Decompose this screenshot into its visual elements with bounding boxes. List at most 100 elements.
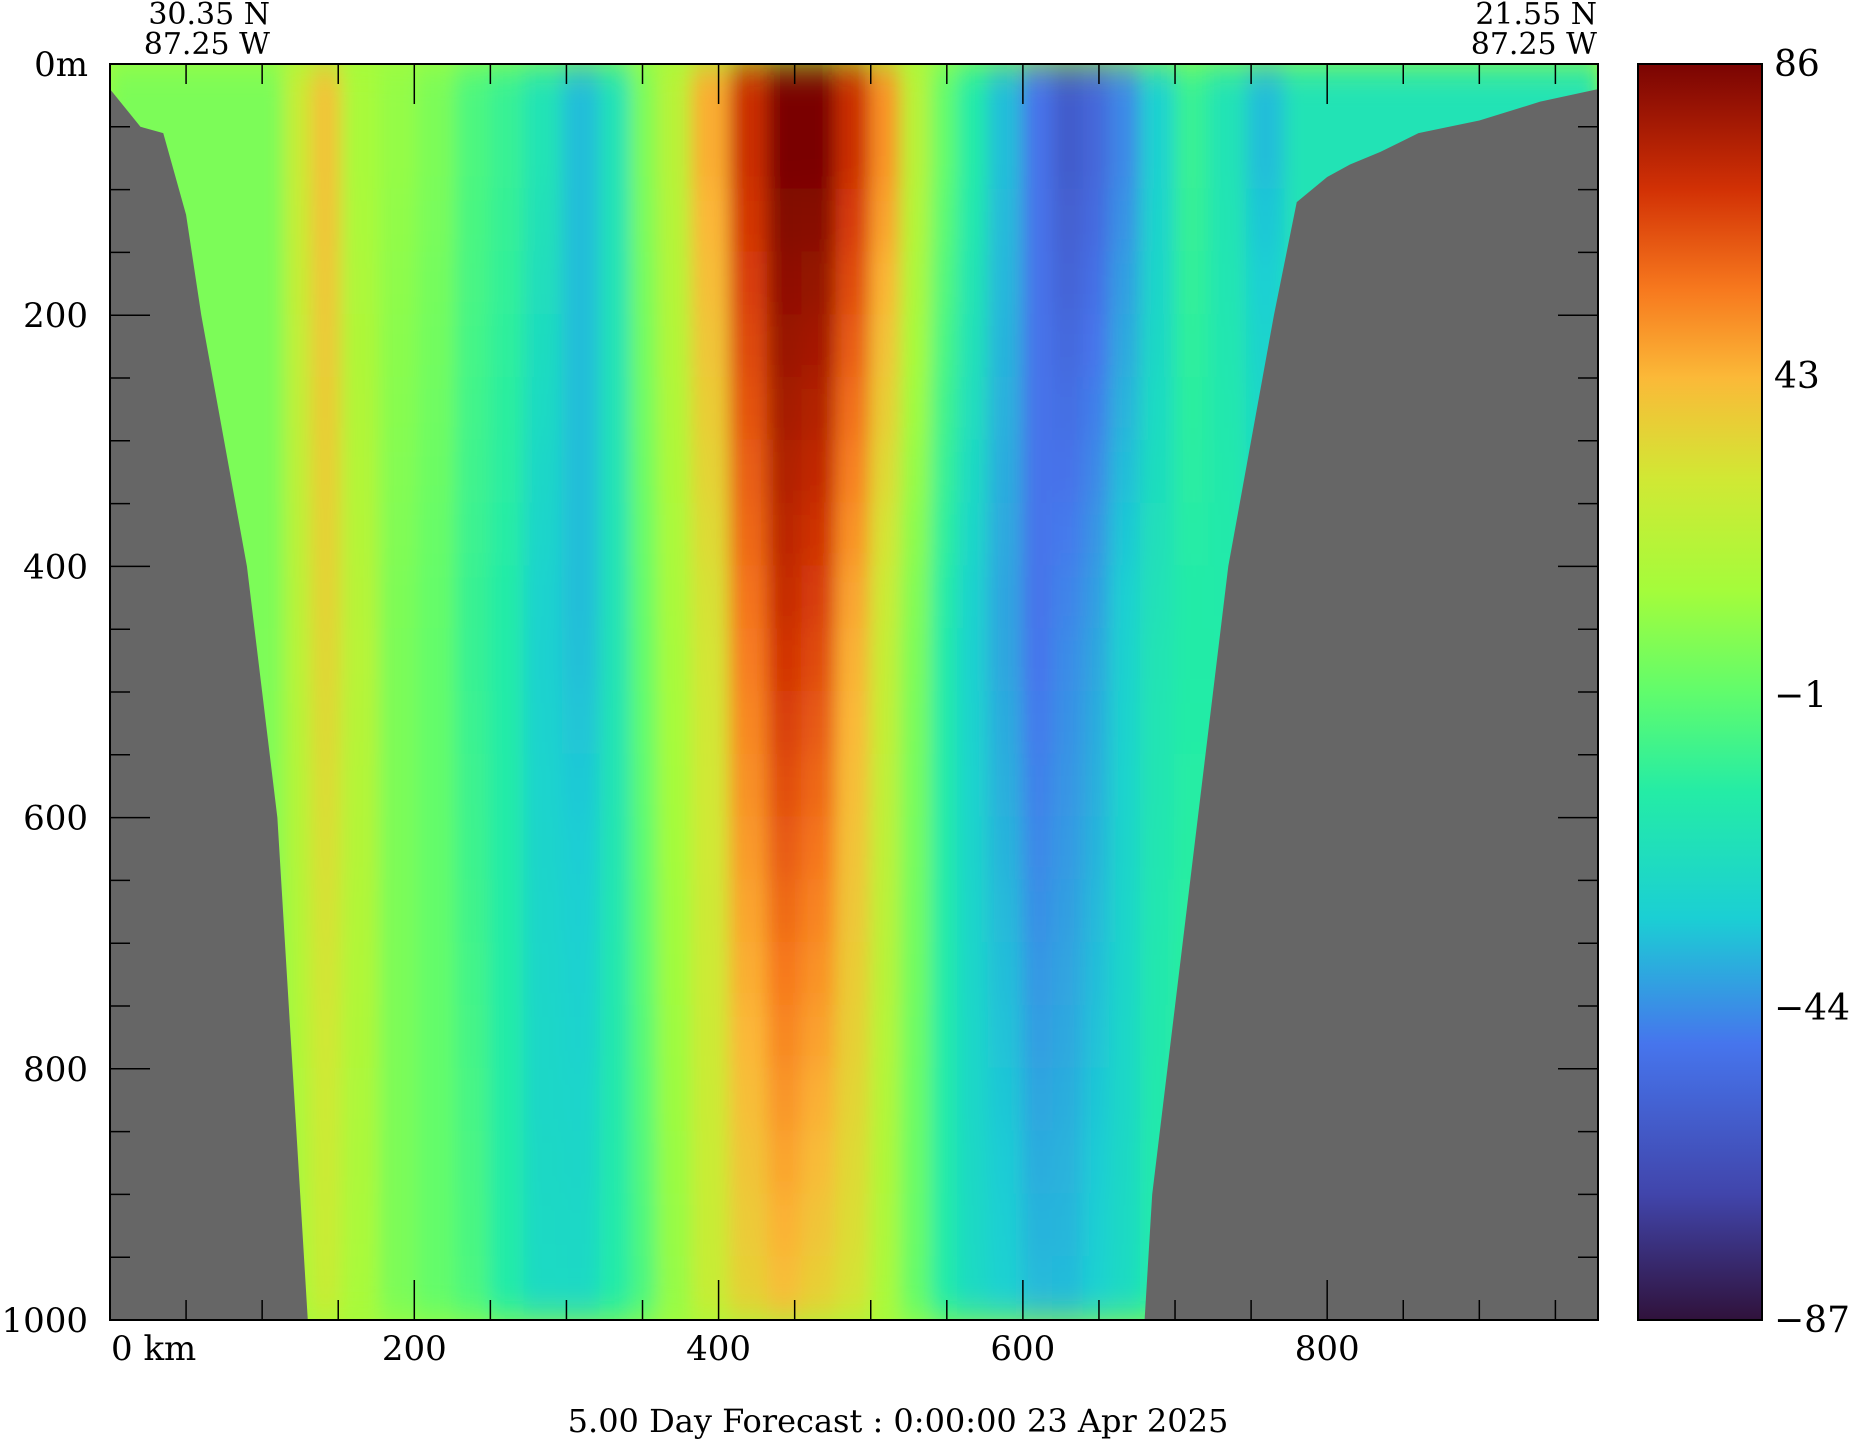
field-cell <box>729 691 770 756</box>
field-cell <box>835 1193 872 1259</box>
field-cell <box>767 942 804 1007</box>
field-cell <box>1052 942 1085 1007</box>
field-cell <box>417 753 458 819</box>
field-cell <box>1052 816 1085 882</box>
field-cell <box>1139 628 1177 693</box>
field-cell <box>630 251 659 317</box>
field-cell <box>489 753 526 819</box>
field-cell <box>455 879 492 945</box>
field-cell <box>987 1130 1024 1196</box>
bathymetry-right <box>1144 89 1598 1320</box>
field-cell <box>489 377 526 442</box>
field-cell <box>1052 1005 1085 1070</box>
field-cell <box>489 188 526 254</box>
field-cell <box>310 879 344 945</box>
field-cell <box>1139 879 1177 945</box>
field-cell <box>417 64 458 128</box>
field-cell <box>523 1067 564 1133</box>
field-cell <box>835 879 872 945</box>
field-cell <box>341 502 382 568</box>
field-cell <box>341 314 382 379</box>
field-cell <box>767 64 804 128</box>
field-cell <box>656 816 693 882</box>
field-cell <box>690 565 731 631</box>
field-cell <box>656 628 693 693</box>
field-cell <box>767 691 804 756</box>
field-cell <box>987 1005 1024 1070</box>
field-cell <box>690 1193 731 1259</box>
field-cell <box>523 565 564 631</box>
field-cell <box>656 753 693 819</box>
field-cell <box>599 1256 633 1320</box>
field-cell <box>1208 125 1249 191</box>
field-cell <box>900 251 933 317</box>
field-cell <box>523 879 564 945</box>
field-cell <box>656 1193 693 1259</box>
field-cell <box>987 565 1024 631</box>
field-cell <box>801 188 838 254</box>
field-cell <box>930 942 960 1007</box>
field-cell <box>1109 125 1142 191</box>
field-cell <box>835 64 872 128</box>
field-cell <box>1109 628 1142 693</box>
field-cell <box>1208 314 1249 379</box>
field-cell <box>729 753 770 819</box>
field-cell <box>630 1130 659 1196</box>
field-cell <box>729 1005 770 1070</box>
field-cell <box>1109 314 1142 379</box>
field-cell <box>310 377 344 442</box>
axis-ticks <box>109 63 1598 1321</box>
field-cell <box>1052 377 1085 442</box>
field-cell <box>1052 565 1085 631</box>
field-cell <box>801 1005 838 1070</box>
field-cell <box>957 879 990 945</box>
field-cell <box>561 439 602 505</box>
field-cell <box>341 125 382 191</box>
field-cell <box>987 377 1024 442</box>
field-cell <box>1082 377 1112 442</box>
field-cell <box>801 1130 838 1196</box>
field-cell <box>729 314 770 379</box>
field-cell <box>599 125 633 191</box>
field-cell <box>690 314 731 379</box>
field-cell <box>455 251 492 317</box>
field-cell <box>869 816 903 882</box>
field-cell <box>379 1130 420 1196</box>
field-cell <box>767 502 804 568</box>
field-cell <box>930 251 960 317</box>
field-cell <box>599 628 633 693</box>
field-cell <box>987 628 1024 693</box>
field-cell <box>767 565 804 631</box>
field-cell <box>523 1256 564 1320</box>
field-cell <box>1021 1256 1055 1320</box>
field-cell <box>489 816 526 882</box>
field-cell <box>1082 251 1112 317</box>
field-cell <box>341 565 382 631</box>
field-cell <box>599 314 633 379</box>
field-cell <box>341 691 382 756</box>
field-cell <box>1246 188 1287 254</box>
field-cell <box>690 439 731 505</box>
field-cell <box>455 439 492 505</box>
field-cell <box>417 816 458 882</box>
field-cell <box>630 942 659 1007</box>
field-cell <box>801 753 838 819</box>
field-cell <box>1021 1005 1055 1070</box>
field-cell <box>523 377 564 442</box>
x-tick-label: 200 <box>382 1329 447 1369</box>
field-cell <box>1052 188 1085 254</box>
field-cell <box>283 125 313 191</box>
field-cell <box>1052 314 1085 379</box>
field-cell <box>801 628 838 693</box>
field-cell <box>987 1256 1024 1320</box>
field-cell <box>489 314 526 379</box>
field-cell <box>656 1256 693 1320</box>
field-cell <box>957 565 990 631</box>
field-cell <box>930 565 960 631</box>
field-cell <box>656 125 693 191</box>
field-cell <box>1139 816 1177 882</box>
field-cell <box>417 1130 458 1196</box>
field-cell <box>690 628 731 693</box>
field-cell <box>1082 691 1112 756</box>
